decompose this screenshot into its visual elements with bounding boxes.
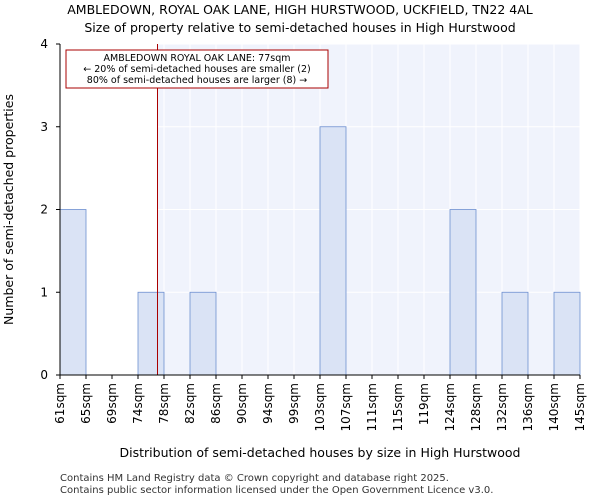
footer-line-1: Contains HM Land Registry data © Crown c…	[60, 473, 449, 484]
y-tick-labels: 0 1 2 3 4	[40, 37, 60, 382]
x-tick-label: 132sqm	[495, 383, 509, 431]
y-tick-label: 1	[40, 285, 48, 299]
annotation-box: AMBLEDOWN ROYAL OAK LANE: 77sqm ← 20% of…	[65, 49, 329, 89]
x-tick-label: 69sqm	[105, 383, 119, 424]
x-tick-label: 128sqm	[469, 383, 483, 431]
x-tick-label: 107sqm	[339, 383, 353, 431]
y-tick-label: 3	[40, 120, 48, 134]
x-tick-labels: 61sqm 65sqm 69sqm 74sqm 78sqm 82sqm 86sqm 90sqm…	[53, 375, 587, 431]
bar	[501, 291, 529, 376]
x-tick-label: 90sqm	[235, 383, 249, 424]
x-tick-label: 82sqm	[183, 383, 197, 424]
x-tick-label: 124sqm	[443, 383, 457, 431]
x-tick-label: 119qm	[417, 383, 431, 425]
x-tick-label: 94sqm	[261, 383, 275, 424]
footer-line-2: Contains public sector information licen…	[60, 485, 494, 496]
x-tick-label: 61sqm	[53, 383, 67, 424]
bar	[137, 291, 165, 376]
x-tick-label: 78sqm	[157, 383, 171, 424]
x-axis-label: Distribution of semi-detached houses by …	[120, 445, 521, 460]
chart-title: AMBLEDOWN, ROYAL OAK LANE, HIGH HURSTWOO…	[67, 2, 533, 17]
bar	[189, 291, 217, 376]
annotation-line-1: AMBLEDOWN ROYAL OAK LANE: 77sqm	[104, 53, 291, 64]
bar	[319, 126, 347, 376]
x-tick-label: 74sqm	[131, 383, 145, 424]
x-tick-label: 86sqm	[209, 383, 223, 424]
x-tick-label: 136sqm	[521, 383, 535, 431]
x-tick-label: 103sqm	[313, 383, 327, 431]
chart-subtitle: Size of property relative to semi-detach…	[84, 20, 516, 35]
x-tick-label: 115sqm	[391, 383, 405, 431]
y-tick-label: 4	[40, 37, 48, 51]
bar	[59, 209, 87, 376]
y-tick-label: 2	[40, 203, 48, 217]
bar	[553, 291, 581, 376]
x-tick-label: 111sqm	[365, 383, 379, 431]
bar	[449, 209, 477, 376]
x-tick-label: 140sqm	[547, 383, 561, 431]
bars	[59, 126, 581, 376]
x-tick-label: 99sqm	[287, 383, 301, 424]
x-tick-label: 65sqm	[79, 383, 93, 424]
x-tick-label: 145sqm	[573, 383, 587, 431]
y-tick-label: 0	[40, 368, 48, 382]
annotation-line-2: ← 20% of semi-detached houses are smalle…	[83, 64, 311, 75]
annotation-border	[65, 49, 329, 89]
annotation-line-3: 80% of semi-detached houses are larger (…	[87, 75, 307, 86]
chart: 0 1 2 3 4 61sqm 65sqm 69sqm 74sqm 78sqm 82sqm 86sq…	[1, 37, 587, 460]
y-axis-label: Number of semi-detached properties	[1, 94, 16, 325]
footer: Contains HM Land Registry data © Crown c…	[60, 473, 493, 497]
